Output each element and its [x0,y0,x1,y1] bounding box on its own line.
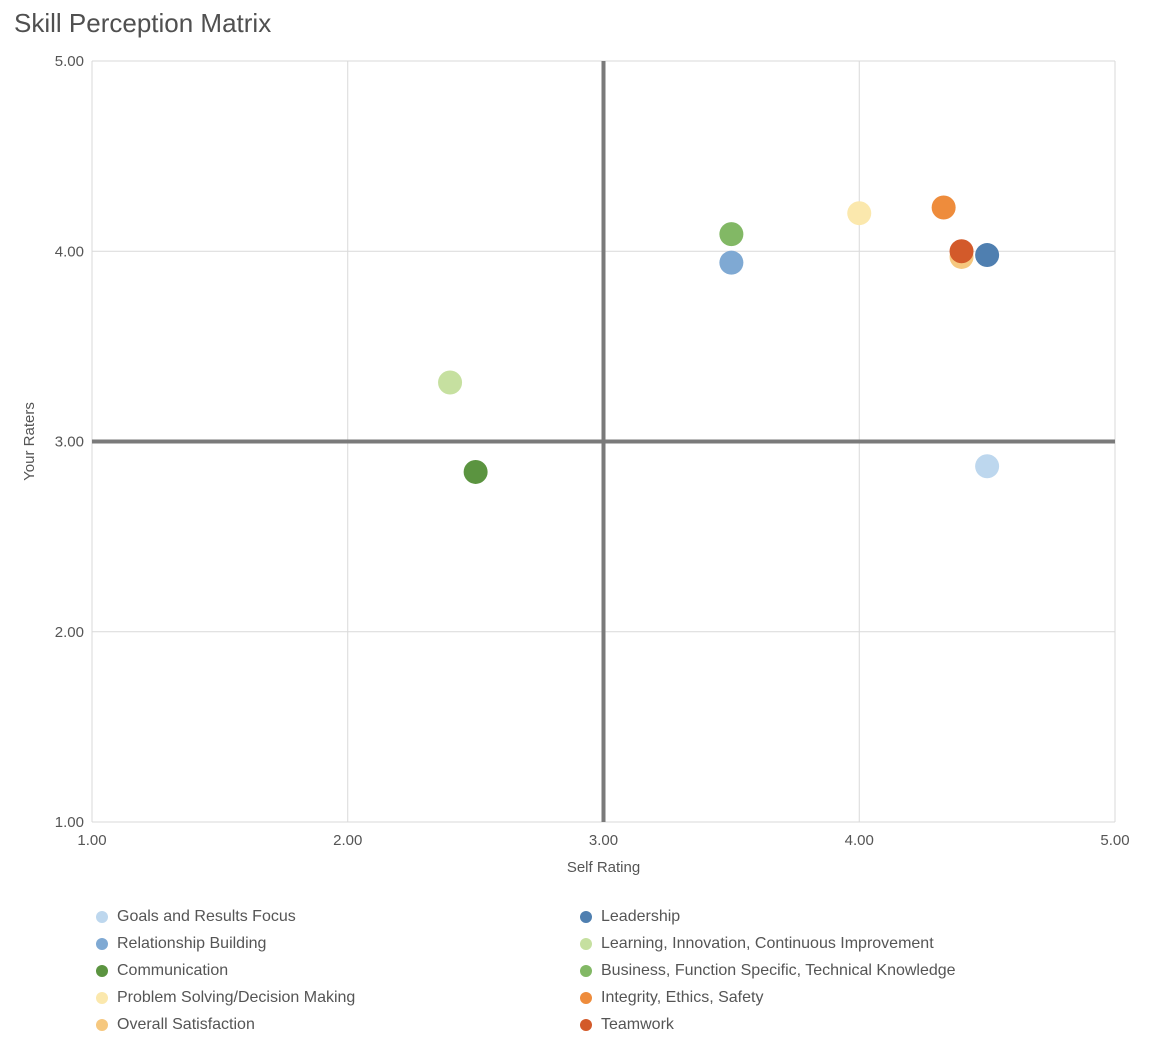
data-points [438,195,1000,484]
legend-label: Learning, Innovation, Continuous Improve… [601,934,934,952]
x-tick-label: 5.00 [1100,832,1129,849]
legend-item: Learning, Innovation, Continuous Improve… [580,930,1080,957]
y-tick-label: 4.00 [55,243,84,260]
legend-label: Overall Satisfaction [117,1015,255,1033]
legend-label: Business, Function Specific, Technical K… [601,961,956,979]
legend-item: Leadership [580,903,1080,930]
legend-swatch [580,937,592,950]
scatter-chart: 1.00 2.00 3.00 4.00 5.00 1.00 2.00 3.00 4.00 5.00… [21,53,1130,876]
legend-swatch [580,910,592,923]
legend-item: Relationship Building [96,930,580,957]
legend-label: Integrity, Ethics, Safety [601,988,764,1006]
legend-item: Goals and Results Focus [96,903,580,930]
x-tick-label: 3.00 [589,832,618,849]
x-tick-label: 4.00 [845,832,874,849]
data-point [975,243,1000,268]
legend-label: Goals and Results Focus [117,907,296,925]
legend-item: Teamwork [580,1011,1080,1038]
legend-item: Communication [96,957,580,984]
data-point [719,250,744,275]
legend-label: Teamwork [601,1015,674,1033]
legend-label: Relationship Building [117,934,267,952]
chart-title: Skill Perception Matrix [14,8,272,38]
y-tick-label: 5.00 [55,53,84,70]
legend-swatch [96,910,108,923]
x-tick-label: 2.00 [333,832,362,849]
y-tick-label: 2.00 [55,624,84,641]
legend-swatch [96,937,108,950]
legend-label: Problem Solving/Decision Making [117,988,356,1006]
data-point [949,239,974,264]
legend-swatch [580,991,592,1004]
quadrant-dividers [92,61,1115,822]
data-point [847,201,872,226]
y-axis-title: Your Raters [21,402,38,481]
legend-swatch [96,1018,108,1031]
data-point [438,370,463,395]
legend-label: Leadership [601,907,681,925]
x-tick-label: 1.00 [77,832,106,849]
y-tick-label: 3.00 [55,434,84,451]
data-point [975,454,1000,479]
tick-labels: 1.00 2.00 3.00 4.00 5.00 1.00 2.00 3.00 4.00 5.00 [55,53,1130,849]
legend-item: Overall Satisfaction [96,1011,580,1038]
data-point [719,222,744,247]
legend: Goals and Results Focus Leadership Relatio… [96,903,1096,1038]
legend-swatch [580,964,592,977]
data-point [931,195,956,220]
legend-item: Integrity, Ethics, Safety [580,984,1080,1011]
legend-swatch [580,1018,592,1031]
x-axis-title: Self Rating [567,859,640,876]
legend-item: Business, Function Specific, Technical K… [580,957,1080,984]
y-tick-label: 1.00 [55,814,84,831]
legend-label: Communication [117,961,229,979]
legend-swatch [96,964,108,977]
legend-swatch [96,991,108,1004]
legend-item: Problem Solving/Decision Making [96,984,580,1011]
data-point [463,459,488,484]
